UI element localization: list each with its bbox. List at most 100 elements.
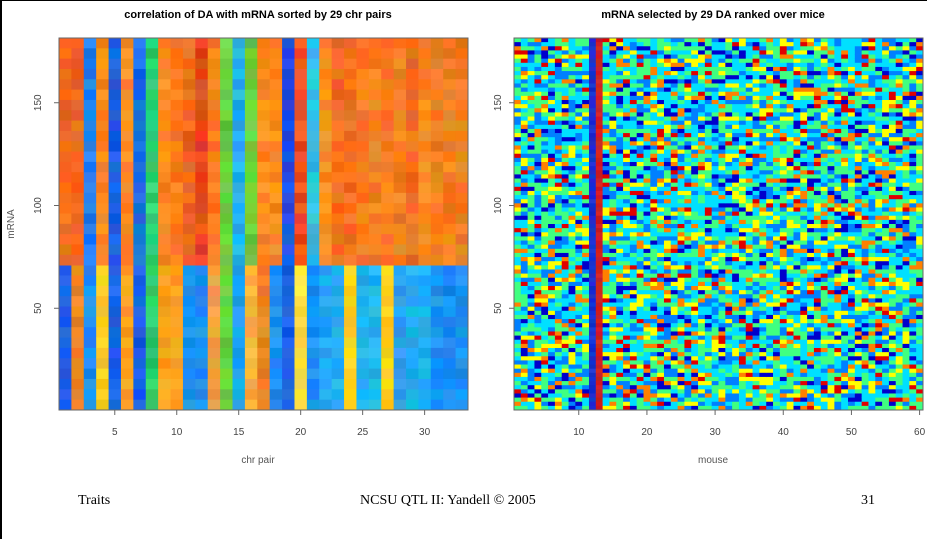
right-heatmap-cell	[738, 79, 747, 84]
right-heatmap-cell	[786, 348, 794, 353]
right-heatmap-cell	[534, 348, 542, 353]
left-heatmap-cell	[145, 265, 159, 276]
right-heatmap-cell	[725, 120, 733, 126]
right-heatmap-cell	[773, 182, 781, 188]
right-heatmap-cell	[575, 182, 583, 188]
right-heatmap-cell	[738, 286, 747, 291]
right-heatmap-cell	[745, 120, 753, 126]
right-heatmap-cell	[554, 376, 563, 382]
right-heatmap-cell	[548, 116, 556, 122]
right-heatmap-cell	[616, 252, 624, 258]
right-heatmap-cell	[561, 83, 569, 88]
left-heatmap-cell	[368, 296, 382, 307]
right-heatmap-cell	[725, 248, 733, 254]
right-heatmap-cell	[684, 79, 692, 84]
right-heatmap-cell	[541, 252, 549, 258]
right-heatmap-cell	[759, 120, 767, 126]
right-heatmap-cell	[766, 195, 774, 200]
right-heatmap-cell	[663, 306, 672, 312]
right-heatmap-cell	[759, 236, 767, 241]
right-heatmap-cell	[691, 207, 699, 212]
right-heatmap-cell	[609, 195, 617, 200]
right-heatmap-cell	[568, 120, 576, 126]
right-heatmap-cell	[541, 162, 549, 167]
right-heatmap-cell	[582, 162, 590, 167]
right-heatmap-cell	[561, 95, 569, 101]
right-heatmap-cell	[609, 174, 617, 179]
right-heatmap-cell	[548, 393, 556, 398]
right-heatmap-cell	[609, 286, 617, 291]
left-heatmap-cell	[96, 110, 109, 121]
right-heatmap-cell	[629, 162, 638, 167]
right-heatmap-cell	[636, 302, 644, 308]
right-heatmap-cell	[636, 186, 644, 192]
right-heatmap-cell	[575, 401, 583, 407]
left-heatmap-cell	[232, 141, 246, 152]
left-heatmap-cell	[306, 141, 320, 152]
right-heatmap-cell	[602, 323, 610, 328]
left-heatmap-cell	[393, 296, 407, 307]
right-heatmap-cell	[561, 331, 569, 336]
right-heatmap-cell	[582, 310, 590, 316]
right-heatmap-cell	[561, 319, 569, 324]
left-heatmap-cell	[430, 99, 444, 111]
right-heatmap-cell	[609, 215, 617, 221]
left-heatmap-cell	[269, 58, 283, 70]
right-heatmap-cell	[725, 46, 733, 51]
left-heatmap-cell	[319, 38, 333, 49]
right-heatmap-cell	[561, 343, 569, 349]
left-heatmap-cell	[269, 378, 283, 390]
right-heatmap-cell	[663, 310, 672, 316]
right-heatmap-cell	[657, 108, 665, 113]
left-heatmap-cell	[257, 110, 271, 121]
left-heatmap-cell	[145, 141, 159, 152]
right-heatmap-cell	[595, 389, 604, 394]
right-heatmap-cell	[773, 323, 781, 328]
right-heatmap-cell	[561, 298, 569, 303]
right-heatmap-cell	[650, 302, 658, 308]
right-heatmap-cell	[514, 252, 522, 258]
right-heatmap-cell	[745, 385, 753, 390]
left-heatmap-cell	[257, 79, 271, 91]
right-heatmap-cell	[595, 66, 604, 72]
right-heatmap-cell	[582, 319, 590, 324]
right-heatmap-cell	[657, 195, 665, 200]
right-heatmap-cell	[759, 58, 767, 64]
right-heatmap-cell	[636, 162, 644, 167]
right-heatmap-cell	[541, 401, 549, 407]
right-heatmap-cell	[786, 166, 794, 171]
right-heatmap-cell	[609, 42, 617, 47]
right-heatmap-cell	[670, 133, 678, 138]
right-heatmap-cell	[725, 281, 733, 287]
right-heatmap-cell	[534, 331, 542, 336]
right-heatmap-cell	[718, 120, 726, 126]
left-heatmap-cell	[368, 285, 382, 297]
right-heatmap-cell	[636, 385, 644, 390]
right-heatmap-cell	[595, 128, 604, 134]
right-heatmap-cell	[711, 149, 719, 155]
left-heatmap-cell	[319, 58, 333, 70]
left-heatmap-cell	[133, 378, 147, 390]
right-heatmap-cell	[657, 364, 665, 370]
right-heatmap-cell	[616, 352, 624, 357]
right-heatmap-cell	[636, 153, 644, 159]
left-heatmap-cell	[96, 223, 109, 235]
left-heatmap-cell	[120, 110, 134, 121]
left-heatmap-cell	[182, 141, 196, 152]
right-heatmap-cell	[677, 310, 685, 316]
left-heatmap-cell	[381, 306, 395, 318]
right-heatmap-cell	[691, 62, 699, 68]
right-heatmap-cell	[738, 343, 747, 349]
right-heatmap-cell	[582, 269, 590, 274]
right-heatmap-cell	[602, 298, 610, 303]
left-heatmap-cell	[108, 141, 122, 152]
right-heatmap-cell	[786, 170, 794, 175]
right-heatmap-cell	[698, 157, 706, 163]
right-heatmap-cell	[684, 244, 692, 250]
left-heatmap-cell	[232, 182, 246, 194]
left-heatmap-cell	[443, 58, 456, 70]
right-heatmap-cell	[657, 66, 665, 72]
left-heatmap-cell	[356, 234, 370, 245]
left-heatmap-cell	[133, 99, 147, 111]
right-heatmap-cell	[520, 95, 529, 101]
